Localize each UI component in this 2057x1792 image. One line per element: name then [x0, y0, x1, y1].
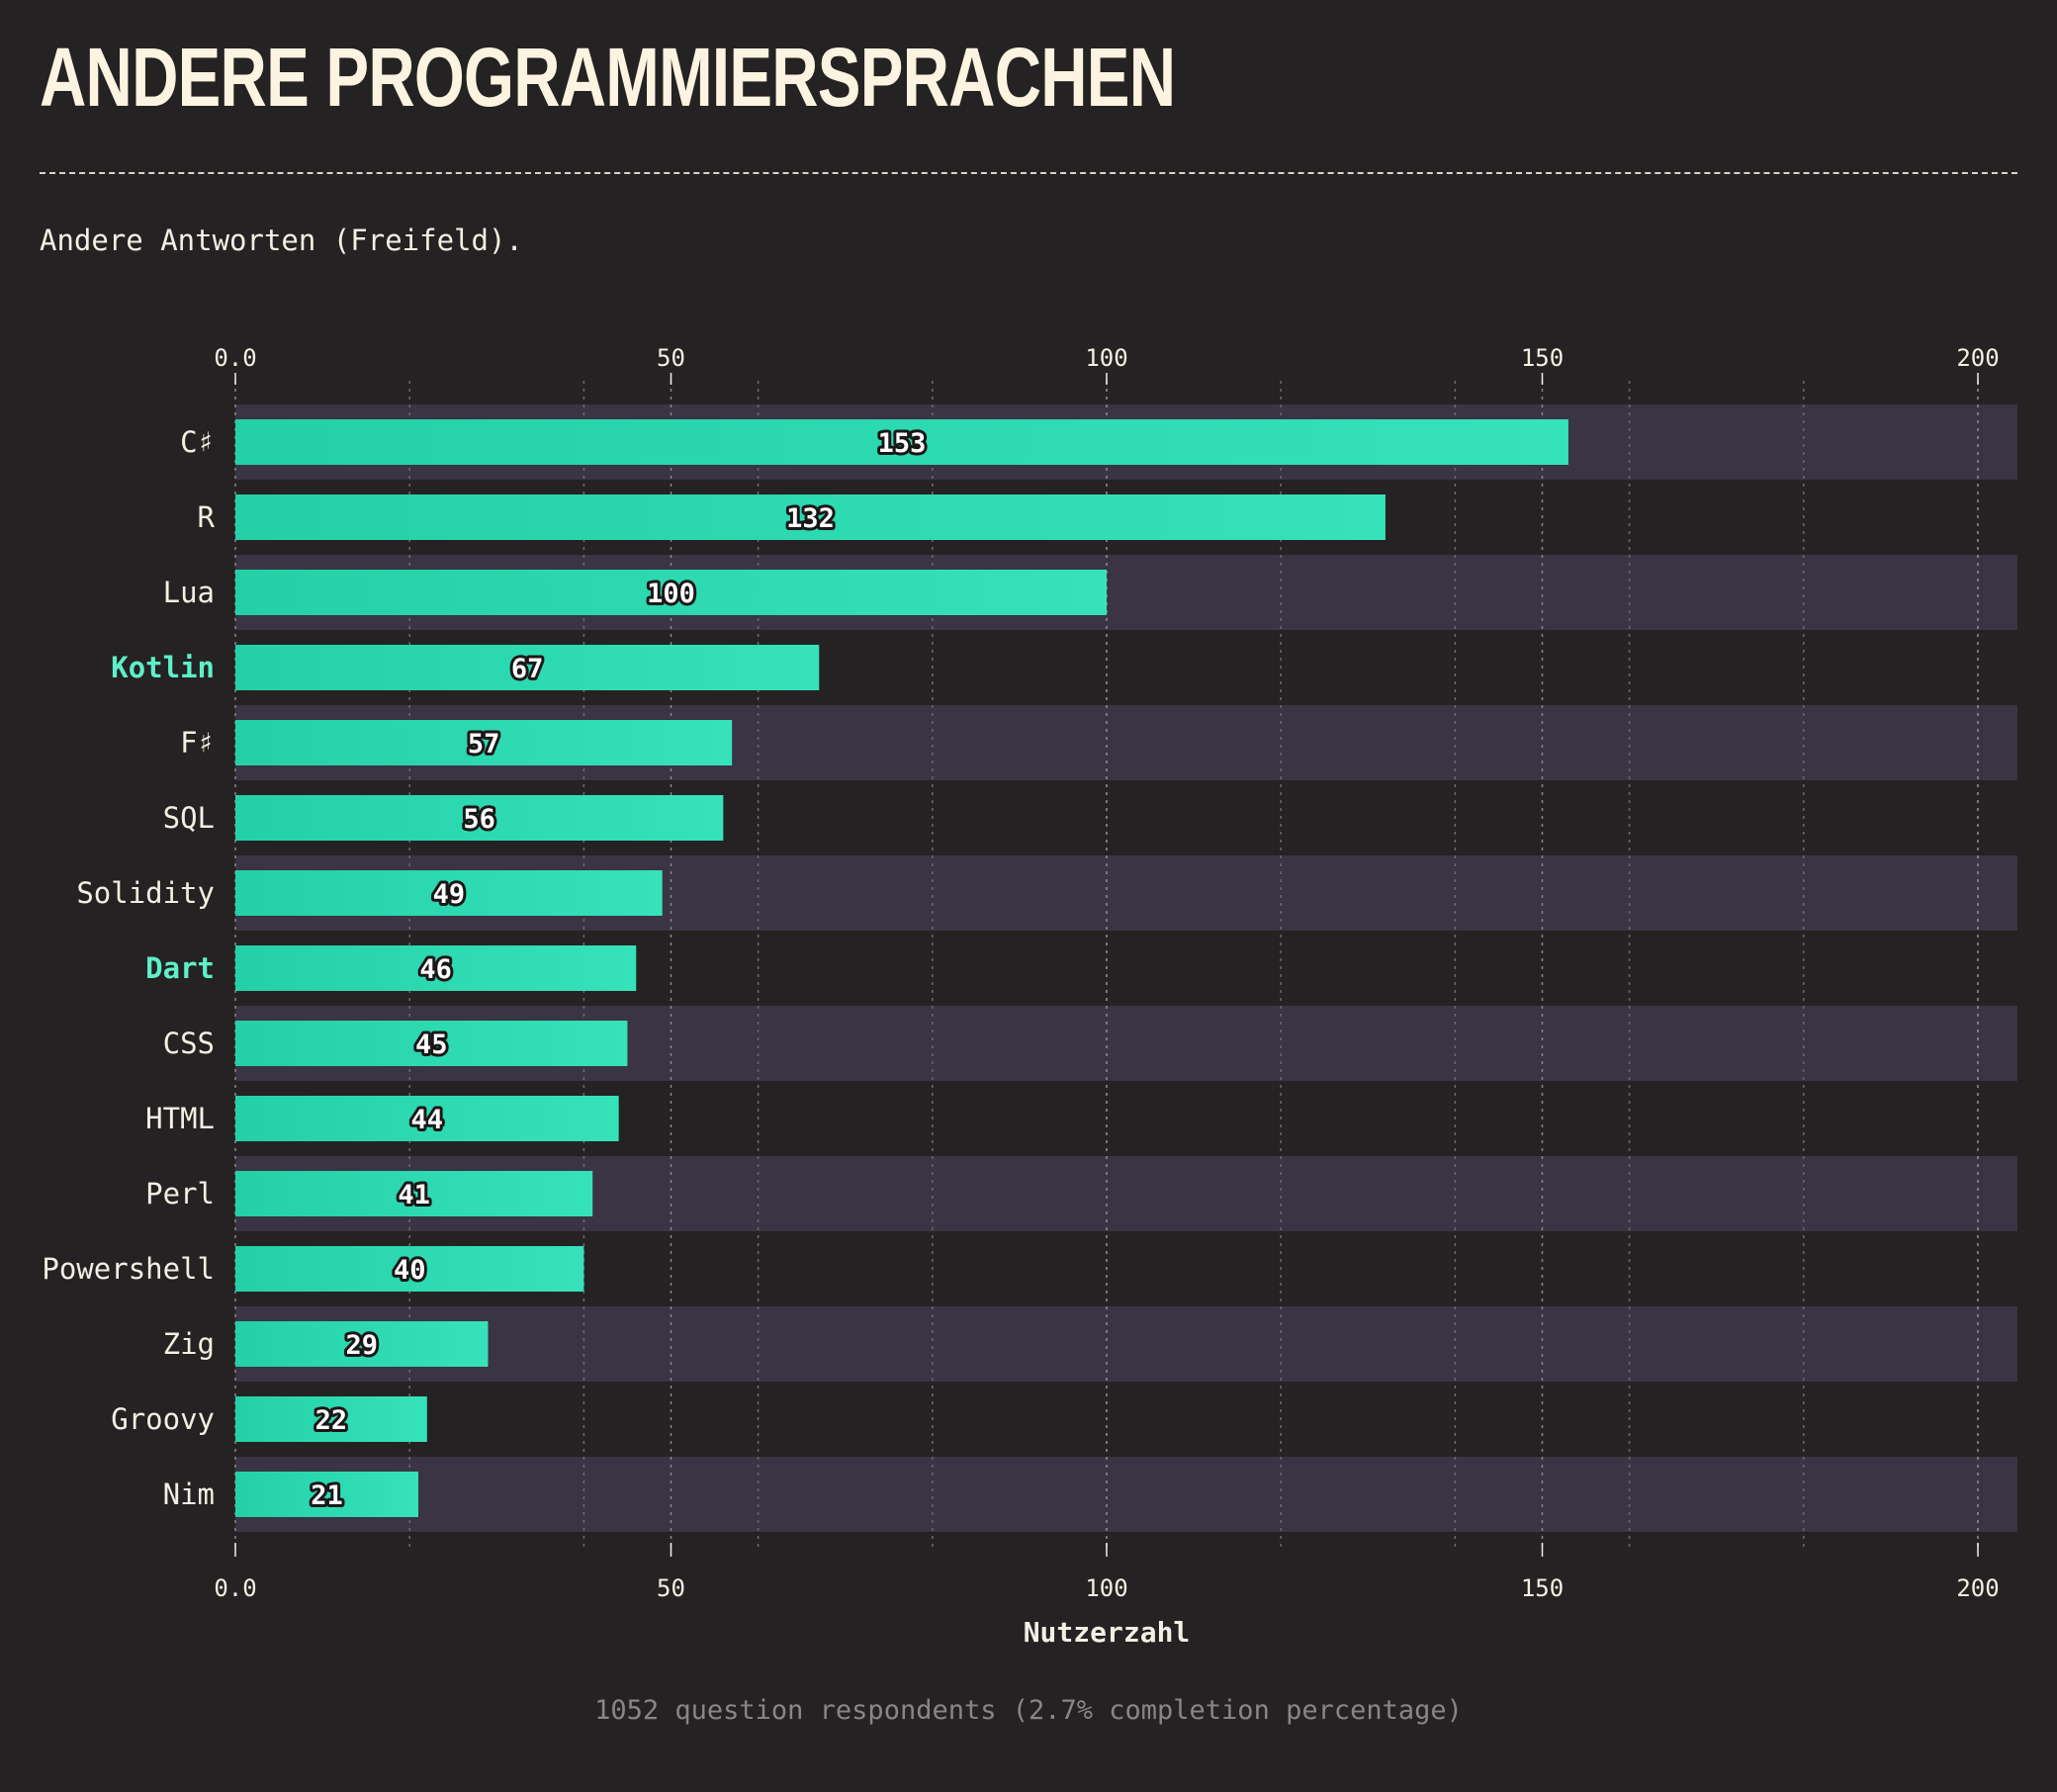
- category-label: Solidity: [76, 876, 215, 910]
- respondents-note: 1052 question respondents (2.7% completi…: [594, 1695, 1463, 1726]
- tick-label-top: 200: [1956, 344, 1999, 372]
- bar: [235, 645, 820, 690]
- category-label: Kotlin: [111, 651, 215, 684]
- tick-label-bottom: 50: [657, 1574, 685, 1602]
- category-label: Dart: [145, 951, 215, 985]
- bar: [235, 720, 733, 765]
- category-label: C♯: [180, 425, 215, 459]
- category-labels: C♯ R Lua Kotlin F♯ SQL Solidity Dart CSS HTML Perl…: [42, 425, 215, 1511]
- value-label: 22: [315, 1405, 348, 1436]
- category-label: Lua: [163, 576, 215, 609]
- tick-label-bottom: 100: [1085, 1574, 1127, 1602]
- bar: [235, 1246, 584, 1292]
- tick-label-top: 0.0: [214, 344, 256, 372]
- bar-chart: C♯ R Lua Kotlin F♯ SQL Solidity Dart CSS HTML Perl…: [42, 344, 2017, 1649]
- bar: [235, 570, 1107, 615]
- tick-label-bottom: 0.0: [214, 1574, 256, 1602]
- value-label: 44: [411, 1105, 444, 1135]
- chart-subtitle: Andere Antworten (Freifeld).: [40, 224, 523, 257]
- bar: [235, 1321, 489, 1367]
- row-band: [235, 1457, 2017, 1532]
- value-label: 41: [398, 1180, 430, 1210]
- bar: [235, 1171, 593, 1216]
- tick-label-bottom: 200: [1956, 1574, 1999, 1602]
- category-label: CSS: [163, 1027, 215, 1060]
- value-label: 67: [511, 654, 544, 684]
- value-label: 21: [311, 1480, 343, 1511]
- bar: [235, 1096, 619, 1141]
- value-label: 40: [394, 1255, 426, 1286]
- value-label: 100: [647, 579, 695, 609]
- bar: [235, 870, 663, 916]
- bar: [235, 1472, 419, 1517]
- category-label: SQL: [163, 801, 215, 835]
- category-label: HTML: [145, 1102, 215, 1135]
- value-label: 45: [415, 1030, 448, 1060]
- value-label: 57: [468, 729, 500, 760]
- axis-ticks: 0.0 0.0 50 50 100 100 150 150 200 200: [214, 344, 1999, 1602]
- value-label: 56: [463, 804, 495, 835]
- category-label: Zig: [163, 1327, 215, 1361]
- tick-label-top: 50: [657, 344, 685, 372]
- bars: [235, 419, 1568, 1517]
- bar: [235, 494, 1386, 540]
- tick-label-top: 100: [1085, 344, 1127, 372]
- category-label: R: [198, 500, 216, 534]
- category-label: F♯: [180, 726, 215, 760]
- category-label: Perl: [145, 1177, 215, 1210]
- bar: [235, 1396, 427, 1442]
- value-label: 153: [878, 428, 927, 459]
- tick-label-top: 150: [1521, 344, 1564, 372]
- bar: [235, 795, 724, 841]
- bar: [235, 945, 637, 991]
- page-title: ANDERE PROGRAMMIERSPRACHEN: [40, 31, 1176, 124]
- value-label: 132: [786, 503, 835, 534]
- row-band: [235, 1306, 2017, 1382]
- tick-label-bottom: 150: [1521, 1574, 1564, 1602]
- category-label: Powershell: [42, 1252, 215, 1286]
- x-axis-label: Nutzerzahl: [1024, 1616, 1191, 1649]
- bar: [235, 419, 1568, 465]
- value-label: 49: [433, 879, 466, 910]
- value-labels: 153 132 100 67 57 56 49 46 45 44 41 40 29 22 21: [308, 425, 929, 1514]
- title-divider: [40, 172, 2017, 174]
- value-label: 29: [345, 1330, 378, 1361]
- category-label: Nim: [163, 1478, 215, 1511]
- value-label: 46: [419, 954, 452, 985]
- category-label: Groovy: [111, 1402, 215, 1436]
- bar: [235, 1021, 628, 1066]
